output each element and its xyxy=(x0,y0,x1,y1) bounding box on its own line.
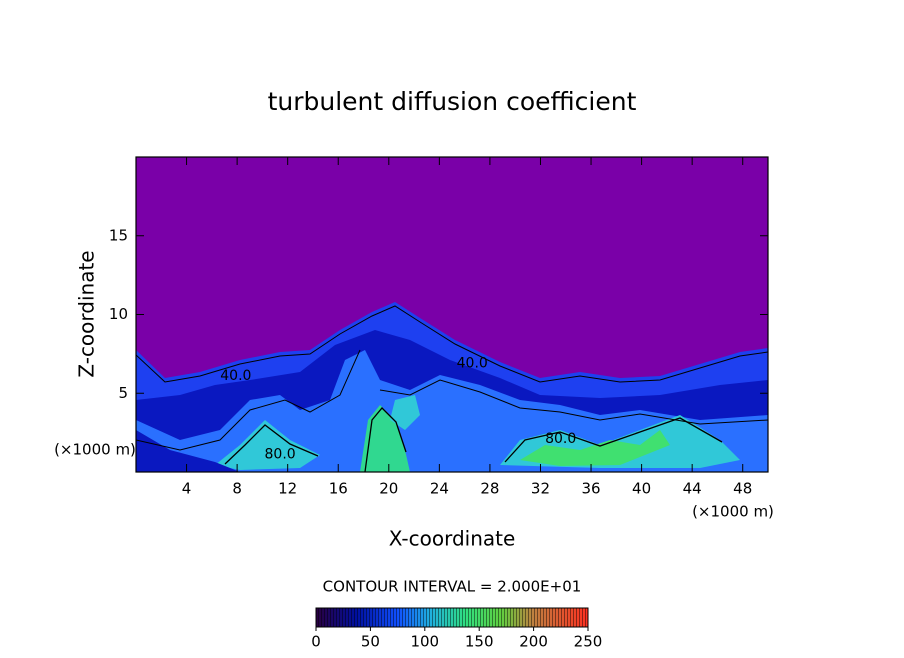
x-tick-label: 32 xyxy=(531,480,550,498)
contour-line xyxy=(136,349,768,451)
contour-label: 80.0 xyxy=(265,447,296,463)
y-tick-label: 5 xyxy=(118,384,128,402)
x-tick-label: 44 xyxy=(683,480,702,498)
field-region xyxy=(390,395,420,430)
x-tick-label: 8 xyxy=(232,480,242,498)
x-tick-label: 12 xyxy=(278,480,297,498)
field-region xyxy=(360,405,410,472)
colorbar-tick-label: 150 xyxy=(465,633,494,651)
colorbar-frame xyxy=(315,607,589,628)
x-tick-label: 40 xyxy=(632,480,651,498)
colorbar-tick-label: 50 xyxy=(361,633,380,651)
colorbar-tick-label: 200 xyxy=(519,633,548,651)
contour-label: 40.0 xyxy=(457,355,488,371)
colorbar-tick-label: 250 xyxy=(574,633,603,651)
field-region xyxy=(136,430,240,472)
contour-label: 40.0 xyxy=(220,368,251,384)
x-unit-label: (×1000 m) xyxy=(54,441,136,459)
colorbar-tick-label: 0 xyxy=(311,633,321,651)
y-axis-label: Z-coordinate xyxy=(75,250,99,377)
x-tick-label: 20 xyxy=(379,480,398,498)
x-tick-label: 16 xyxy=(329,480,348,498)
x-unit-label: (×1000 m) xyxy=(692,503,774,521)
colorbar-label: CONTOUR INTERVAL = 2.000E+01 xyxy=(323,578,582,596)
x-tick-label: 24 xyxy=(430,480,449,498)
field-region xyxy=(520,430,670,466)
x-tick-label: 48 xyxy=(733,480,752,498)
x-axis-label: X-coordinate xyxy=(389,527,516,551)
y-tick-label: 10 xyxy=(109,305,128,323)
chart-title: turbulent diffusion coefficient xyxy=(268,87,637,116)
x-tick-label: 4 xyxy=(182,480,192,498)
y-tick-label: 15 xyxy=(109,226,128,244)
contour-label: 80.0 xyxy=(545,431,576,447)
field-region xyxy=(215,420,320,470)
x-tick-label: 28 xyxy=(480,480,499,498)
contour-line xyxy=(136,305,768,383)
colorbar-tick-label: 100 xyxy=(410,633,439,651)
contour-labels: 40.0 40.0 80.0 80.0 xyxy=(220,355,576,462)
field xyxy=(136,157,768,472)
x-tick-label: 36 xyxy=(581,480,600,498)
contour-line xyxy=(224,407,723,472)
